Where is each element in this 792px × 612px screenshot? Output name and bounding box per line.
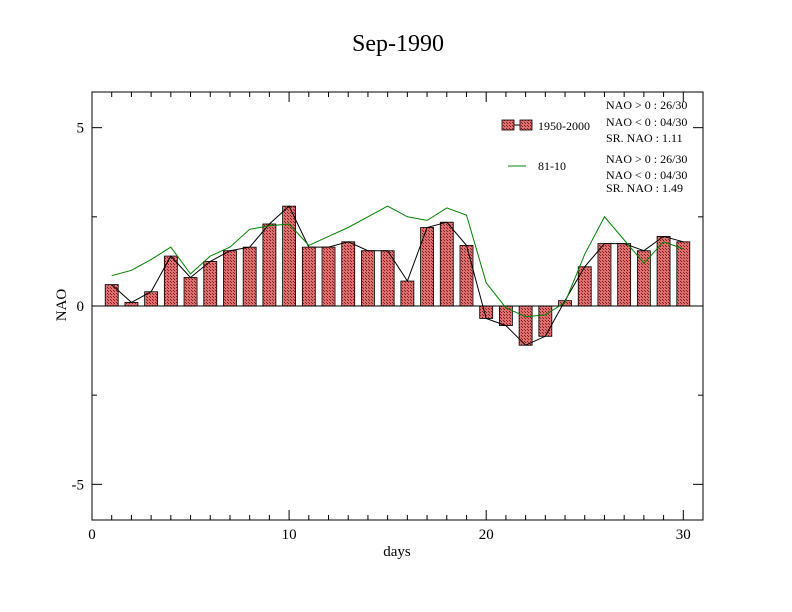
- bar-day-19: [459, 244, 474, 307]
- bar-day-26: [597, 243, 612, 307]
- bar-day-13: [341, 241, 356, 307]
- bar-day-9: [262, 223, 277, 307]
- y-tick-label: 0: [77, 299, 85, 315]
- bar-day-23: [538, 305, 553, 337]
- stat-line: NAO < 0 : 04/30: [606, 168, 687, 182]
- x-tick-label: 20: [479, 527, 494, 543]
- bar-day-10: [282, 205, 296, 307]
- x-tick-labels: 0 10 20 30: [88, 527, 691, 543]
- bar-day-14: [361, 250, 375, 307]
- legend: 1950-2000 81-10: [501, 119, 590, 173]
- bar-day-12: [321, 246, 336, 307]
- bar-day-5: [183, 277, 198, 307]
- bar-day-7: [223, 250, 237, 307]
- stats-block-1950-2000: NAO > 0 : 26/30 NAO < 0 : 04/30 SR. NAO …: [606, 98, 687, 145]
- bar-day-30: [676, 241, 691, 307]
- y-tick-label: 5: [77, 121, 85, 137]
- legend-label-81-10: 81-10: [538, 159, 566, 173]
- x-tick-label: 0: [88, 527, 96, 543]
- x-tick-label: 30: [676, 527, 691, 543]
- axis-ticks: [91, 92, 704, 520]
- bar-day-11: [301, 246, 316, 307]
- x-axis-title: days: [383, 544, 411, 560]
- legend-swatch-right: [519, 119, 533, 131]
- bar-day-8: [242, 246, 257, 307]
- bar-day-16: [400, 280, 415, 307]
- stat-line: SR. NAO : 1.11: [606, 131, 683, 145]
- bar-series-1950-2000: [104, 205, 691, 346]
- bar-day-25: [577, 266, 592, 307]
- y-tick-label: -5: [72, 477, 85, 493]
- bar-day-18: [439, 221, 454, 307]
- stat-line: NAO < 0 : 04/30: [606, 115, 687, 129]
- bar-day-6: [203, 261, 218, 307]
- bar-day-15: [380, 250, 395, 307]
- legend-swatch-left: [501, 119, 515, 131]
- y-tick-labels: -5 0 5: [72, 121, 85, 494]
- stat-line: SR. NAO : 1.49: [606, 181, 683, 195]
- stat-line: NAO > 0 : 26/30: [606, 98, 687, 112]
- bar-trace-line: [111, 205, 684, 346]
- y-axis-title: NAO: [54, 289, 70, 322]
- bar-day-27: [617, 243, 632, 307]
- bar-day-22: [518, 305, 533, 346]
- stats-block-81-10: NAO > 0 : 26/30 NAO < 0 : 04/30 SR. NAO …: [606, 152, 687, 195]
- stat-line: NAO > 0 : 26/30: [606, 152, 687, 166]
- legend-label-1950-2000: 1950-2000: [538, 119, 590, 133]
- line-series-81-10: [111, 205, 684, 318]
- x-tick-label: 10: [282, 527, 297, 543]
- chart-title: Sep-1990: [352, 31, 444, 57]
- bar-day-1: [104, 284, 119, 307]
- bar-day-2: [124, 302, 139, 307]
- bar-day-21: [499, 305, 513, 327]
